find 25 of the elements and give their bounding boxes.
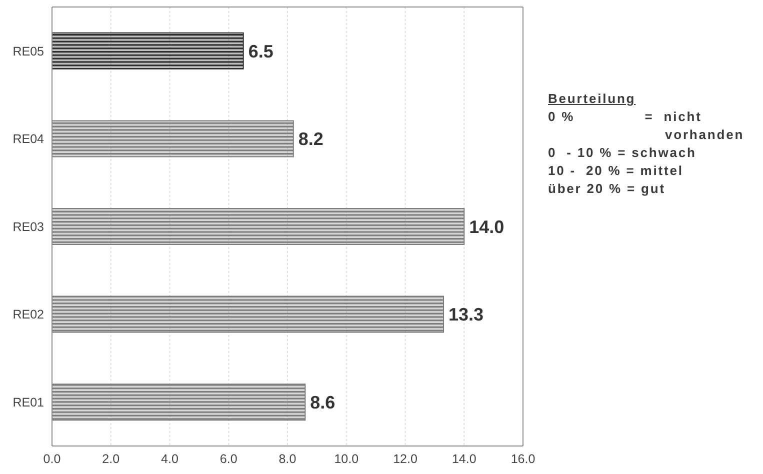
y-tick-label: RE04 <box>12 132 44 146</box>
x-tick-label: 8.0 <box>278 452 296 466</box>
data-label: 14.0 <box>469 216 504 237</box>
x-tick-label: 0.0 <box>43 452 61 466</box>
text: 0 % = nicht vorhanden <box>548 108 746 144</box>
x-tick-label: 14.0 <box>452 452 476 466</box>
text: 10 - 20 % = mittel <box>548 162 684 180</box>
y-tick-label: RE03 <box>12 220 44 234</box>
text: über 20 % = gut <box>548 180 666 198</box>
x-tick-label: 6.0 <box>220 452 238 466</box>
x-tick-label: 12.0 <box>393 452 418 466</box>
data-label: 8.2 <box>298 129 324 150</box>
y-tick-label: RE01 <box>12 396 44 410</box>
text: Beurteilung <box>548 90 637 108</box>
data-label: 13.3 <box>448 304 484 325</box>
x-tick-label: 16.0 <box>510 452 536 466</box>
x-tick-label: 10.0 <box>334 452 359 466</box>
data-label: 8.6 <box>310 392 336 412</box>
y-tick-label: RE02 <box>12 308 44 322</box>
data-label: 6.5 <box>248 41 274 62</box>
x-tick-label: 4.0 <box>161 452 178 466</box>
y-tick-label: RE05 <box>12 44 44 58</box>
text: 0 - 10 % = schwach <box>548 144 698 162</box>
bar <box>52 32 244 70</box>
x-tick-label: 2.0 <box>102 452 120 466</box>
